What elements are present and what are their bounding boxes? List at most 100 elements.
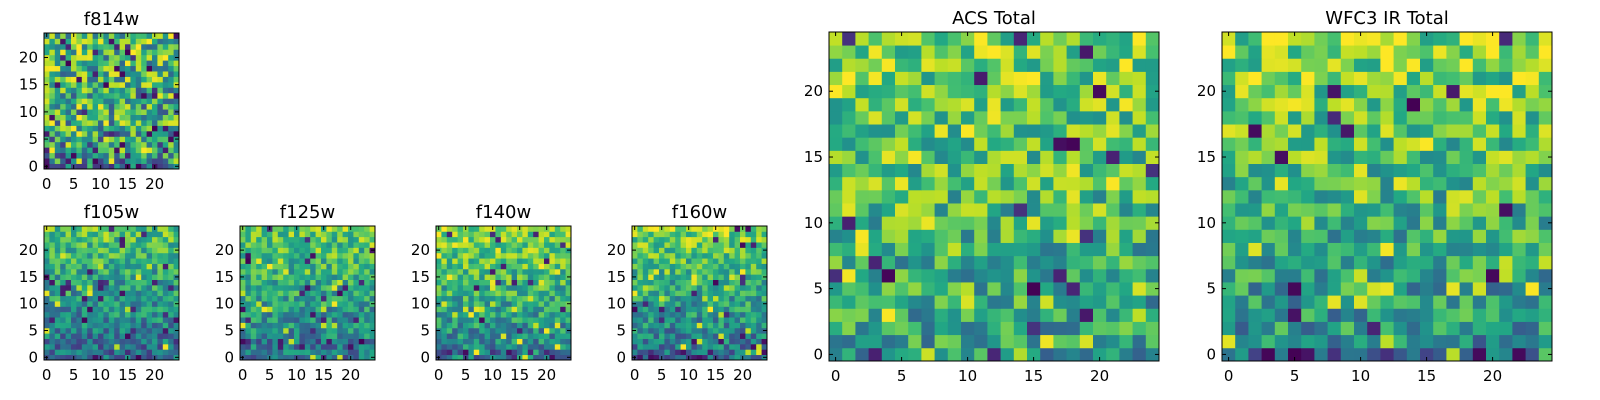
heatmap-cell xyxy=(522,236,529,243)
heatmap-cell xyxy=(353,226,360,232)
heatmap-cell xyxy=(44,152,50,159)
heatmap-cell xyxy=(696,333,703,339)
heatmap-cell xyxy=(65,322,72,329)
heatmap-cell xyxy=(60,71,66,77)
heatmap-cell xyxy=(895,334,909,349)
heatmap-cell xyxy=(495,306,502,313)
heatmap-cell xyxy=(146,327,153,334)
heatmap-cell xyxy=(54,87,61,94)
heatmap-cell xyxy=(130,231,137,238)
heatmap-cell xyxy=(740,236,746,243)
heatmap-cell xyxy=(565,268,572,275)
heatmap-cell xyxy=(1354,308,1368,322)
heatmap-cell xyxy=(288,333,295,339)
heatmap-cell xyxy=(348,338,354,345)
heatmap-cell xyxy=(125,274,131,280)
heatmap-cell xyxy=(1106,163,1120,178)
heatmap-cell xyxy=(500,295,507,302)
heatmap-cell xyxy=(1459,203,1474,217)
heatmap-cell xyxy=(702,338,708,345)
heatmap-cell xyxy=(1145,32,1160,46)
heatmap-cell xyxy=(92,158,99,164)
heatmap-cell xyxy=(718,349,725,356)
heatmap-cell xyxy=(168,76,174,83)
heatmap-cell xyxy=(921,45,935,59)
heatmap-cell xyxy=(756,301,762,307)
heatmap-cell xyxy=(1222,137,1236,151)
heatmap-cell xyxy=(130,263,137,270)
heatmap-cell xyxy=(842,32,856,46)
heatmap-cell xyxy=(1040,71,1054,86)
heatmap-cell xyxy=(119,87,126,94)
heatmap-cell xyxy=(473,333,480,339)
heatmap-cell xyxy=(479,354,485,361)
heatmap-cell xyxy=(908,255,922,270)
heatmap-cell xyxy=(44,125,50,132)
heatmap-cell xyxy=(750,242,757,248)
heatmap-cell xyxy=(71,65,77,72)
heatmap-cell xyxy=(473,322,480,329)
heatmap-cell xyxy=(283,349,289,356)
heatmap-cell xyxy=(1406,176,1421,191)
x-tick-label: 5 xyxy=(69,366,79,384)
heatmap-cell xyxy=(60,301,66,307)
heatmap-cell xyxy=(1512,32,1526,46)
heatmap-cell xyxy=(272,322,279,329)
heatmap-cell xyxy=(538,263,545,270)
heatmap-cell xyxy=(114,247,120,254)
heatmap-cell xyxy=(76,236,83,243)
heatmap-cell xyxy=(637,258,644,264)
heatmap-cell xyxy=(511,252,518,259)
heatmap-cell xyxy=(1132,203,1147,217)
heatmap-cell xyxy=(103,263,110,270)
panel-title: f140w xyxy=(476,202,531,223)
heatmap-cell xyxy=(250,247,257,254)
heatmap-cell xyxy=(1053,203,1067,217)
heatmap-cell xyxy=(168,290,174,297)
heatmap-cell xyxy=(436,343,442,350)
heatmap-cell xyxy=(842,282,856,296)
heatmap-cell xyxy=(974,321,988,336)
heatmap-cell xyxy=(1301,150,1315,164)
heatmap-cell xyxy=(1327,84,1342,99)
heatmap-cell xyxy=(103,247,110,254)
heatmap-cell xyxy=(1354,295,1368,309)
heatmap-cell xyxy=(734,268,741,275)
heatmap-cell xyxy=(637,290,644,297)
heatmap-cell xyxy=(1301,295,1315,309)
heatmap-cell xyxy=(659,252,665,259)
heatmap-cell xyxy=(310,263,316,270)
heatmap-cell xyxy=(162,60,169,67)
heatmap-cell xyxy=(162,87,169,94)
heatmap-cell xyxy=(669,279,676,286)
heatmap-cell xyxy=(495,242,502,248)
heatmap-cell xyxy=(358,268,365,275)
heatmap-cell xyxy=(1119,150,1133,164)
heatmap-cell xyxy=(162,306,169,313)
x-tick-label: 5 xyxy=(1290,367,1300,385)
heatmap-cell xyxy=(533,268,539,275)
heatmap-cell xyxy=(44,268,50,275)
heatmap-cell xyxy=(446,322,453,329)
heatmap-cell xyxy=(146,147,153,154)
heatmap-cell xyxy=(1145,282,1160,296)
heatmap-cell xyxy=(723,247,730,254)
heatmap-cell xyxy=(441,301,448,307)
heatmap-cell xyxy=(446,290,453,297)
heatmap-cell xyxy=(283,226,289,232)
heatmap-cell xyxy=(495,279,502,286)
heatmap-cell xyxy=(653,317,660,323)
heatmap-cell xyxy=(484,333,491,339)
heatmap-cell xyxy=(125,317,131,323)
heatmap-cell xyxy=(500,327,507,334)
heatmap-cell xyxy=(141,242,147,248)
heatmap-cell xyxy=(554,268,561,275)
heatmap-cell xyxy=(49,163,56,170)
heatmap-cell xyxy=(457,290,464,297)
heatmap-cell xyxy=(974,150,988,164)
heatmap-cell xyxy=(1340,229,1355,243)
heatmap-cell xyxy=(240,284,246,291)
heatmap-cell xyxy=(71,54,77,61)
heatmap-cell xyxy=(76,343,83,350)
heatmap-cell xyxy=(1040,150,1054,164)
